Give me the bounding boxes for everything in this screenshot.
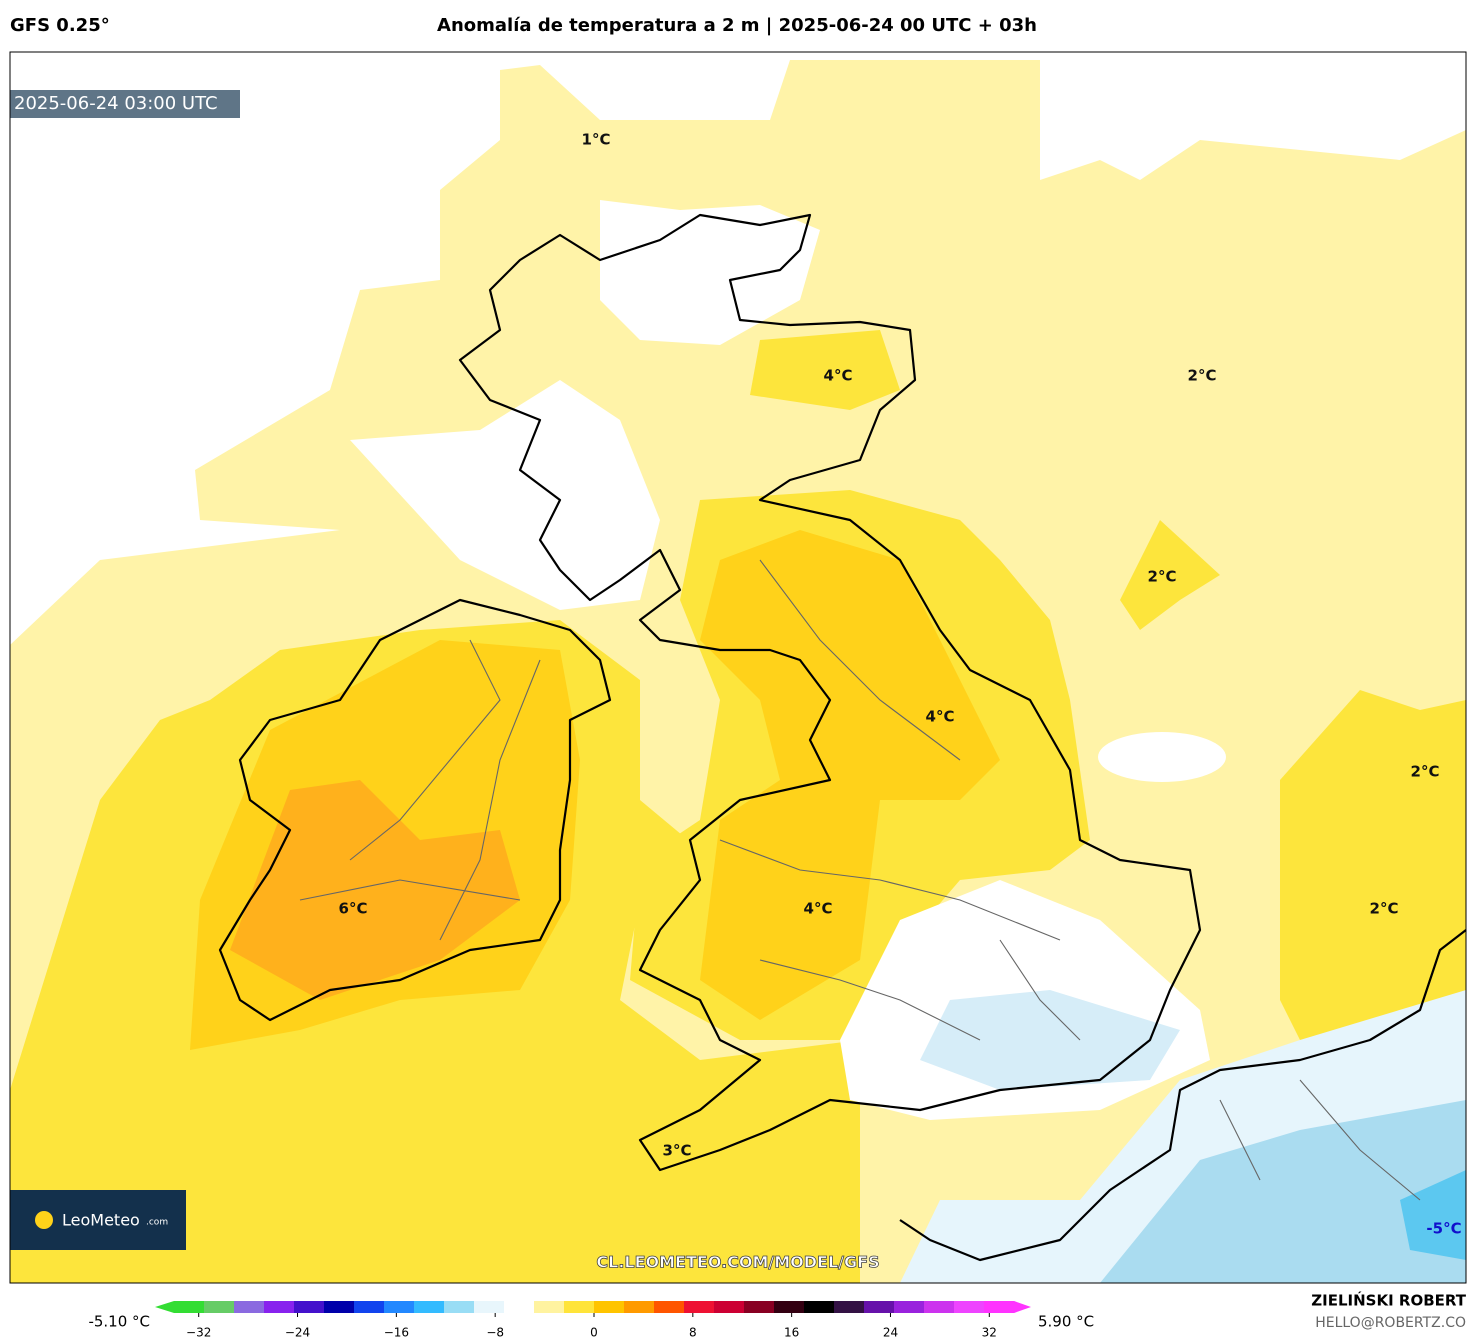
colorbar-segment bbox=[414, 1301, 445, 1313]
colorbar-segment bbox=[864, 1301, 895, 1313]
map-frame bbox=[9, 51, 1467, 1284]
colorbar-segment bbox=[234, 1301, 265, 1313]
colorbar-max: 5.90 °C bbox=[1038, 1313, 1094, 1331]
contour-label: 2°C bbox=[1148, 568, 1177, 586]
field-yellow bbox=[750, 330, 900, 410]
colorbar-segment bbox=[474, 1301, 505, 1313]
coastline-britain bbox=[458, 213, 1202, 1172]
colorbar-segment bbox=[294, 1301, 325, 1313]
coastline-ireland bbox=[218, 598, 612, 1022]
contour-label: 4°C bbox=[926, 708, 955, 726]
field-yellow bbox=[1120, 520, 1220, 630]
contour-label: -5°C bbox=[1426, 1220, 1461, 1238]
colorbar-segment bbox=[714, 1301, 745, 1313]
field-white bbox=[350, 380, 660, 610]
colorbar-segment bbox=[624, 1301, 655, 1313]
colorbar-segment bbox=[804, 1301, 835, 1313]
colorbar-segment bbox=[954, 1301, 985, 1313]
colorbar-segment bbox=[264, 1301, 295, 1313]
colorbar-segment bbox=[384, 1301, 415, 1313]
coastline-continent bbox=[899, 929, 1467, 1262]
timestamp: 2025-06-24 03:00 UTC bbox=[14, 93, 218, 114]
field-light-blue bbox=[920, 990, 1180, 1090]
colorbar-tick-label: 32 bbox=[982, 1326, 997, 1340]
contour-label: 4°C bbox=[824, 367, 853, 385]
colorbar-segment bbox=[774, 1301, 805, 1313]
colorbar-tick-label: −16 bbox=[384, 1326, 409, 1340]
watermark: CL.LEOMETEO.COM/MODEL/GFS bbox=[596, 1253, 879, 1272]
logo-sun bbox=[35, 1211, 53, 1229]
colorbar-segment bbox=[984, 1301, 1015, 1313]
field-orange bbox=[230, 780, 520, 1000]
map-title: Anomalía de temperatura a 2 m | 2025-06-… bbox=[437, 15, 1037, 36]
colorbar: −32 −24 −16 −8 0 8 16 24 32 bbox=[155, 1301, 1031, 1340]
colorbar-tick-label: 24 bbox=[883, 1326, 898, 1340]
regional-borders bbox=[299, 559, 1421, 1201]
colorbar-tick-label: −24 bbox=[285, 1326, 310, 1340]
field-yellow bbox=[1280, 690, 1466, 1040]
colorbar-segment bbox=[174, 1301, 205, 1313]
contour-label: 4°C bbox=[804, 900, 833, 918]
field-white bbox=[1098, 732, 1226, 782]
colorbar-segment bbox=[744, 1301, 775, 1313]
map: 2025-06-24 03:00 UTC 1°C 4°C 2°C 2°C 4°C… bbox=[9, 51, 1467, 1284]
colorbar-tick-label: 16 bbox=[784, 1326, 799, 1340]
field-white bbox=[600, 200, 820, 345]
field-blue bbox=[1100, 1100, 1466, 1283]
colorbar-segment bbox=[564, 1301, 595, 1313]
colorbar-segment bbox=[924, 1301, 955, 1313]
colorbar-segment bbox=[594, 1301, 625, 1313]
colorbar-segment bbox=[444, 1301, 475, 1313]
colorbar-segment bbox=[204, 1301, 235, 1313]
colorbar-segment bbox=[654, 1301, 685, 1313]
colorbar-segment bbox=[354, 1301, 385, 1313]
field-cyan bbox=[1400, 1170, 1466, 1260]
model-name: GFS 0.25° bbox=[10, 15, 110, 36]
colorbar-segment bbox=[324, 1301, 355, 1313]
contour-label: 6°C bbox=[339, 900, 368, 918]
contour-label: 3°C bbox=[663, 1142, 692, 1160]
colorbar-segment bbox=[684, 1301, 715, 1313]
contour-label: 2°C bbox=[1370, 900, 1399, 918]
logo-name: LeoMeteo bbox=[62, 1211, 140, 1230]
author: ZIELIŃSKI ROBERT bbox=[1311, 1291, 1466, 1310]
colorbar-segment bbox=[504, 1301, 535, 1313]
colorbar-extend-low bbox=[155, 1301, 174, 1313]
colorbar-min: -5.10 °C bbox=[88, 1313, 150, 1331]
colorbar-tick-label: 0 bbox=[590, 1326, 598, 1340]
contour-label: 1°C bbox=[582, 131, 611, 149]
colorbar-extend-high bbox=[1014, 1301, 1031, 1313]
field-yellow bbox=[130, 1125, 190, 1180]
colorbar-segment bbox=[894, 1301, 925, 1313]
colorbar-tick-label: −8 bbox=[486, 1326, 504, 1340]
contour-label: 2°C bbox=[1188, 367, 1217, 385]
colorbar-segment bbox=[834, 1301, 865, 1313]
colorbar-tick-label: −32 bbox=[186, 1326, 211, 1340]
colorbar-segment bbox=[534, 1301, 565, 1313]
timestamp-box bbox=[10, 90, 240, 118]
logo-suffix: .com bbox=[146, 1218, 168, 1228]
colorbar-tick-label: 8 bbox=[689, 1326, 697, 1340]
email: HELLO@ROBERTZ.CO bbox=[1315, 1315, 1466, 1331]
contour-label: 2°C bbox=[1411, 763, 1440, 781]
